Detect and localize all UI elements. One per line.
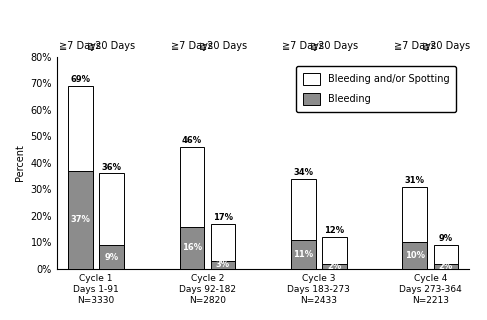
Bar xyxy=(434,245,458,269)
Bar xyxy=(322,264,347,269)
Text: 36%: 36% xyxy=(101,163,122,172)
Text: 3%: 3% xyxy=(216,260,230,269)
Bar xyxy=(434,264,458,269)
Text: 17%: 17% xyxy=(213,213,233,222)
Text: 69%: 69% xyxy=(70,75,90,84)
Text: 2%: 2% xyxy=(439,262,453,271)
Text: ≧20 Days: ≧20 Days xyxy=(310,42,358,52)
Text: 11%: 11% xyxy=(293,250,313,259)
Bar xyxy=(68,171,93,269)
Text: 37%: 37% xyxy=(71,215,90,224)
Text: ≧20 Days: ≧20 Days xyxy=(199,42,247,52)
Bar xyxy=(180,147,204,269)
Y-axis label: Percent: Percent xyxy=(15,144,25,181)
Text: 16%: 16% xyxy=(182,243,202,252)
Text: 34%: 34% xyxy=(293,168,313,177)
Text: 12%: 12% xyxy=(324,226,344,235)
Bar xyxy=(99,245,124,269)
Bar xyxy=(180,227,204,269)
Bar xyxy=(322,237,347,269)
Text: 31%: 31% xyxy=(405,176,425,185)
Text: ≧7 Days: ≧7 Days xyxy=(171,42,213,52)
Text: ≧7 Days: ≧7 Days xyxy=(59,42,101,52)
Bar xyxy=(211,261,235,269)
Bar xyxy=(68,86,93,269)
Legend: Bleeding and/or Spotting, Bleeding: Bleeding and/or Spotting, Bleeding xyxy=(296,66,456,112)
Bar xyxy=(291,179,316,269)
Text: ≧7 Days: ≧7 Days xyxy=(393,42,436,52)
Text: ≧20 Days: ≧20 Days xyxy=(88,42,135,52)
Bar xyxy=(291,240,316,269)
Text: ≧7 Days: ≧7 Days xyxy=(282,42,324,52)
Bar xyxy=(402,187,427,269)
Text: 2%: 2% xyxy=(327,262,341,271)
Text: 10%: 10% xyxy=(405,251,425,260)
Text: 46%: 46% xyxy=(182,136,202,145)
Bar xyxy=(402,243,427,269)
Text: 9%: 9% xyxy=(105,252,119,261)
Text: 9%: 9% xyxy=(439,234,453,243)
Bar xyxy=(211,224,235,269)
Text: ≧20 Days: ≧20 Days xyxy=(422,42,470,52)
Bar xyxy=(99,173,124,269)
